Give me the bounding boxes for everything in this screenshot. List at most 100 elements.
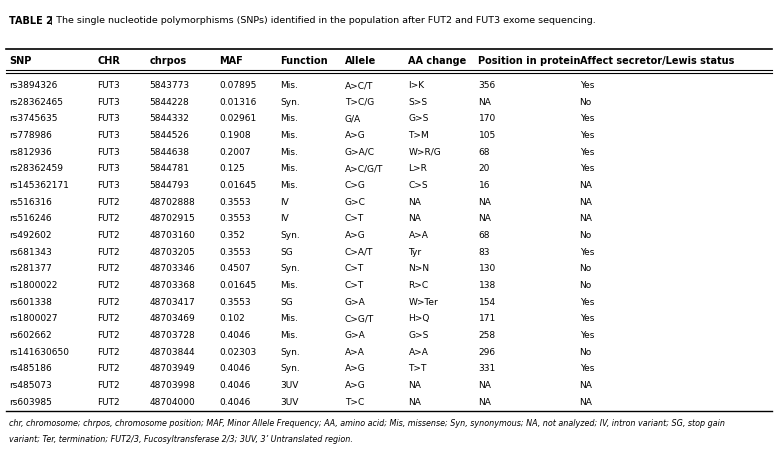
Text: G>A: G>A [345,298,366,307]
Text: rs492602: rs492602 [9,231,52,240]
Text: Syn.: Syn. [280,264,300,274]
Text: R>C: R>C [408,281,429,290]
Text: 0.4046: 0.4046 [219,398,251,407]
Text: 0.125: 0.125 [219,164,245,174]
Text: 5844638: 5844638 [149,148,189,157]
Text: rs516316: rs516316 [9,198,52,207]
Text: Yes: Yes [580,364,594,374]
Text: 48703417: 48703417 [149,298,195,307]
Text: FUT2: FUT2 [97,231,120,240]
Text: SG: SG [280,248,293,257]
Text: C>A/T: C>A/T [345,248,373,257]
Text: FUT3: FUT3 [97,98,120,107]
Text: A>A: A>A [408,231,429,240]
Text: A>C/T: A>C/T [345,81,373,90]
Text: rs1800027: rs1800027 [9,314,58,324]
Text: 0.01316: 0.01316 [219,98,257,107]
Text: rs485186: rs485186 [9,364,52,374]
Text: Syn.: Syn. [280,364,300,374]
Text: rs681343: rs681343 [9,248,52,257]
Text: Yes: Yes [580,114,594,124]
Text: No: No [580,281,592,290]
Text: FUT2: FUT2 [97,381,120,390]
Text: G>A: G>A [345,331,366,340]
Text: NA: NA [408,198,422,207]
Text: 130: 130 [478,264,496,274]
Text: NA: NA [478,198,492,207]
Text: NA: NA [580,198,593,207]
Text: Mis.: Mis. [280,81,298,90]
Text: 16: 16 [478,181,490,190]
Text: Position in protein: Position in protein [478,56,581,66]
Text: SG: SG [280,298,293,307]
Text: Mis.: Mis. [280,148,298,157]
Text: 138: 138 [478,281,496,290]
Text: Function: Function [280,56,328,66]
Text: G>S: G>S [408,114,429,124]
Text: IV: IV [280,198,289,207]
Text: 5844781: 5844781 [149,164,189,174]
Text: FUT2: FUT2 [97,298,120,307]
Text: 3UV: 3UV [280,381,299,390]
Text: rs28362459: rs28362459 [9,164,63,174]
Text: Yes: Yes [580,298,594,307]
Text: 0.01645: 0.01645 [219,181,257,190]
Text: FUT2: FUT2 [97,264,120,274]
Text: NA: NA [408,214,422,224]
Text: FUT3: FUT3 [97,114,120,124]
Text: Tyr: Tyr [408,248,422,257]
Text: 0.3553: 0.3553 [219,298,251,307]
Text: A>A: A>A [408,348,429,357]
Text: Yes: Yes [580,331,594,340]
Text: 0.352: 0.352 [219,231,245,240]
Text: Mis.: Mis. [280,281,298,290]
Text: FUT2: FUT2 [97,214,120,224]
Text: 154: 154 [478,298,496,307]
Text: FUT3: FUT3 [97,131,120,140]
Text: Mis.: Mis. [280,114,298,124]
Text: N>N: N>N [408,264,429,274]
Text: rs778986: rs778986 [9,131,52,140]
Text: 48703728: 48703728 [149,331,195,340]
Text: IV: IV [280,214,289,224]
Text: CHR: CHR [97,56,120,66]
Text: G>A/C: G>A/C [345,148,375,157]
Text: FUT2: FUT2 [97,364,120,374]
Text: rs281377: rs281377 [9,264,52,274]
Text: 48703160: 48703160 [149,231,195,240]
Text: | The single nucleotide polymorphisms (SNPs) identified in the population after : | The single nucleotide polymorphisms (S… [47,16,595,25]
Text: 48702888: 48702888 [149,198,195,207]
Text: NA: NA [478,98,492,107]
Text: A>G: A>G [345,231,366,240]
Text: 105: 105 [478,131,496,140]
Text: Yes: Yes [580,248,594,257]
Text: 0.02961: 0.02961 [219,114,257,124]
Text: W>Ter: W>Ter [408,298,438,307]
Text: rs141630650: rs141630650 [9,348,69,357]
Text: 0.3553: 0.3553 [219,214,251,224]
Text: T>T: T>T [408,364,427,374]
Text: 171: 171 [478,314,496,324]
Text: 48703469: 48703469 [149,314,195,324]
Text: I>K: I>K [408,81,425,90]
Text: 48703998: 48703998 [149,381,195,390]
Text: A>C/G/T: A>C/G/T [345,164,383,174]
Text: 5844526: 5844526 [149,131,189,140]
Text: C>S: C>S [408,181,428,190]
Text: AA change: AA change [408,56,467,66]
Text: Yes: Yes [580,148,594,157]
Text: 5843773: 5843773 [149,81,190,90]
Text: FUT3: FUT3 [97,148,120,157]
Text: NA: NA [478,214,492,224]
Text: Syn.: Syn. [280,348,300,357]
Text: 5844793: 5844793 [149,181,189,190]
Text: L>R: L>R [408,164,427,174]
Text: FUT2: FUT2 [97,248,120,257]
Text: Mis.: Mis. [280,331,298,340]
Text: rs516246: rs516246 [9,214,52,224]
Text: 48703949: 48703949 [149,364,195,374]
Text: SNP: SNP [9,56,32,66]
Text: Yes: Yes [580,164,594,174]
Text: NA: NA [580,381,593,390]
Text: C>T: C>T [345,214,364,224]
